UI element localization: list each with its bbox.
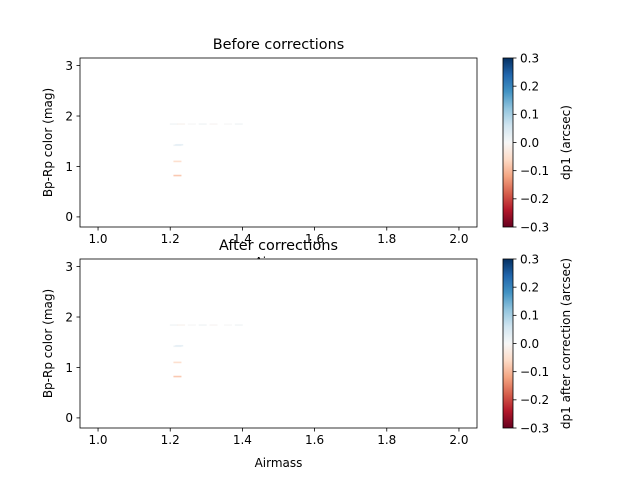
axes-frame [79,258,478,429]
colorbar-tick-label: 0.0 [520,337,539,351]
x-tick-label: 1.8 [377,433,396,447]
colorbar-tick-label: 0.2 [520,280,539,294]
colorbar-tick-label: 0.2 [520,79,539,93]
y-axis-label: Bp-Rp color (mag) [41,289,55,398]
y-tick-label: 3 [65,59,73,73]
colorbar [503,58,513,227]
y-tick-label: 0 [65,411,73,425]
colorbar-tick-label: −0.1 [520,365,549,379]
chart-title: After corrections [219,238,338,254]
colorbar [503,259,513,428]
x-axis-label: Airmass [255,456,303,470]
subplot-2: 1.0 1.2 1.4 1.6 1.8 2.0 0 1 2 3 After corrections A… [41,238,573,470]
colorbar-label: dp1 (arcsec) [559,105,573,180]
x-tick-label: 1.0 [88,433,107,447]
x-tick-label: 1.4 [233,232,252,246]
y-axis-label: Bp-Rp color (mag) [41,88,55,197]
x-tick-label: 2.0 [449,433,468,447]
y-tick-label: 2 [65,109,73,123]
y-tick-label: 1 [65,160,73,174]
colorbar-label: dp1 after correction (arcsec) [559,258,573,429]
colorbar-tick-label: 0.1 [520,309,539,323]
colorbar-tick-label: −0.3 [520,220,549,234]
colorbar-tick-label: 0.3 [520,252,539,266]
y-tick-label: 2 [65,310,73,324]
subplot-1: 1.0 1.2 1.4 1.6 1.8 2.0 0 1 2 3 Before corrections… [41,37,573,269]
colorbar-tick-label: 0.1 [520,108,539,122]
colorbar-tick-label: 0.0 [520,136,539,150]
x-tick-label: 1.0 [88,232,107,246]
colorbar-tick-label: −0.3 [520,421,549,435]
x-tick-label: 1.8 [377,232,396,246]
colorbar-tick-label: −0.1 [520,164,549,178]
x-tick-label: 1.2 [161,232,180,246]
x-tick-label: 1.6 [305,433,324,447]
x-tick-label: 2.0 [449,232,468,246]
plot-area [80,58,477,227]
colorbar-tick-label: 0.3 [520,51,539,65]
colorbar-tick-label: −0.2 [520,192,549,206]
plot-area [80,259,477,428]
y-tick-label: 3 [65,260,73,274]
axes-frame [79,57,478,228]
chart-title: Before corrections [213,37,344,53]
x-tick-label: 1.6 [305,232,324,246]
colorbar-tick-label: −0.2 [520,393,549,407]
x-tick-label: 1.2 [161,433,180,447]
y-tick-label: 1 [65,361,73,375]
y-tick-label: 0 [65,210,73,224]
x-tick-label: 1.4 [233,433,252,447]
